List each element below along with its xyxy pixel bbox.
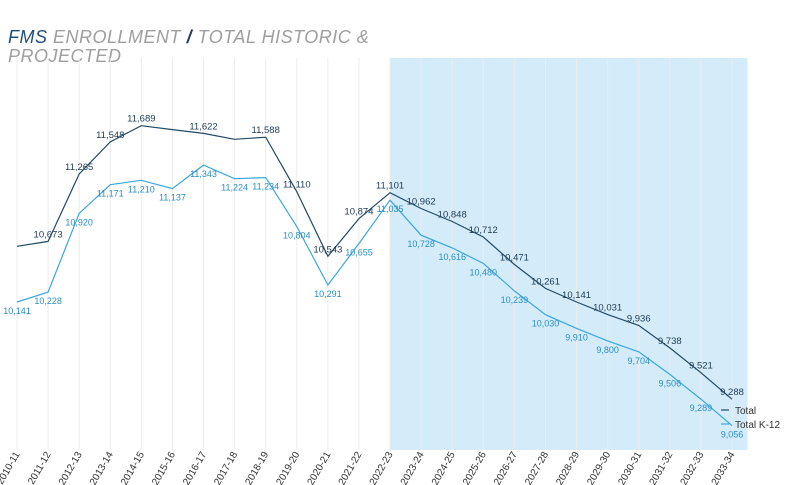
data-label-k12: 10,920 bbox=[65, 217, 93, 227]
series-line-total bbox=[16, 125, 733, 400]
x-tick-label: 2028-29 bbox=[554, 450, 582, 485]
legend-label-k12: Total K-12 bbox=[735, 420, 780, 431]
data-label-k12: 11,343 bbox=[190, 169, 217, 179]
x-tick-label: 2019-20 bbox=[275, 450, 303, 485]
data-label-k12: 10,239 bbox=[501, 295, 529, 305]
x-tick-label: 2010-11 bbox=[0, 450, 23, 485]
data-label-k12: 10,480 bbox=[470, 267, 498, 277]
data-label-k12: 9,800 bbox=[596, 345, 619, 355]
data-label-total: 10,712 bbox=[469, 225, 498, 236]
data-label-total: 10,031 bbox=[593, 303, 622, 314]
data-label-k12: 10,728 bbox=[407, 239, 435, 249]
x-tick-label: 2012-13 bbox=[57, 450, 85, 485]
data-label-total: 11,588 bbox=[252, 125, 280, 136]
data-label-k12: 11,137 bbox=[159, 193, 186, 203]
data-label-k12: 10,228 bbox=[34, 296, 62, 306]
data-label-total: 9,521 bbox=[689, 361, 713, 372]
x-tick-label: 2024-25 bbox=[430, 450, 458, 485]
legend-label-total: Total bbox=[735, 406, 756, 417]
x-tick-label: 2026-27 bbox=[492, 450, 520, 485]
data-label-k12: 10,030 bbox=[532, 319, 560, 329]
x-tick-label: 2015-16 bbox=[150, 450, 178, 485]
data-label-k12: 11,210 bbox=[128, 184, 155, 194]
data-label-total: 10,543 bbox=[313, 244, 342, 255]
x-tick-label: 2011-12 bbox=[26, 450, 54, 485]
data-label-k12: 10,655 bbox=[345, 247, 373, 257]
data-label-k12: 9,704 bbox=[627, 356, 650, 366]
x-tick-label: 2023-24 bbox=[399, 450, 427, 485]
data-label-total: 10,848 bbox=[438, 210, 467, 221]
data-label-total: 11,548 bbox=[96, 130, 124, 141]
x-tick-label: 2031-32 bbox=[648, 450, 676, 485]
data-label-k12: 11,234 bbox=[252, 182, 279, 192]
x-tick-label: 2029-30 bbox=[585, 450, 613, 485]
data-label-k12: 10,804 bbox=[283, 231, 311, 241]
x-tick-label: 2017-18 bbox=[212, 450, 240, 485]
projected-band bbox=[390, 58, 748, 450]
data-label-k12: 9,506 bbox=[659, 378, 682, 388]
data-label-k12: 9,289 bbox=[690, 403, 713, 413]
data-label-k12: 11,224 bbox=[221, 183, 248, 193]
data-label-total: 9,738 bbox=[658, 336, 682, 347]
data-label-total: 10,673 bbox=[34, 229, 63, 240]
data-label-k12: 11,035 bbox=[377, 204, 404, 214]
data-label-k12: 9,910 bbox=[565, 332, 588, 342]
data-label-total: 10,141 bbox=[562, 290, 591, 301]
x-tick-label: 2014-15 bbox=[119, 450, 147, 485]
x-tick-label: 2013-14 bbox=[88, 450, 116, 485]
x-tick-label: 2025-26 bbox=[461, 450, 489, 485]
data-label-k12: 11,171 bbox=[97, 189, 124, 199]
x-tick-label: 2032-33 bbox=[679, 450, 707, 485]
x-tick-label: 2021-22 bbox=[337, 450, 365, 485]
series-line-k12 bbox=[16, 164, 733, 427]
x-tick-label: 2030-31 bbox=[616, 450, 644, 485]
data-label-total: 10,962 bbox=[407, 197, 436, 208]
x-tick-label: 2016-17 bbox=[181, 450, 209, 485]
data-label-total: 9,288 bbox=[720, 387, 744, 398]
data-label-total: 11,622 bbox=[189, 121, 217, 132]
x-tick-label: 2020-21 bbox=[306, 450, 334, 485]
data-label-k12: 9,056 bbox=[721, 430, 744, 440]
title-separator: / bbox=[186, 27, 193, 47]
data-label-total: 11,689 bbox=[127, 114, 155, 125]
data-label-total: 10,261 bbox=[531, 276, 560, 287]
gridlines bbox=[16, 58, 733, 450]
data-label-total: 11,110 bbox=[283, 180, 311, 191]
x-tick-label: 2027-28 bbox=[523, 450, 551, 485]
data-label-total: 10,874 bbox=[344, 207, 373, 218]
chart-title: FMS ENROLLMENT / TOTAL HISTORIC & PROJEC… bbox=[8, 28, 428, 66]
data-label-total: 10,471 bbox=[500, 252, 529, 263]
data-label-k12: 10,616 bbox=[438, 252, 466, 262]
title-part1: ENROLLMENT bbox=[53, 27, 182, 47]
x-tick-label: 2018-19 bbox=[243, 450, 271, 485]
data-label-k12: 10,141 bbox=[3, 306, 31, 316]
data-label-k12: 10,291 bbox=[314, 289, 342, 299]
data-label-total: 11,101 bbox=[376, 181, 404, 192]
title-part2: TOTAL HISTORIC & PROJECTED bbox=[8, 27, 370, 66]
x-axis-ticks: 2010-11 2011-12 2012-13 2013-14 2014-15 2015-… bbox=[0, 450, 738, 485]
x-tick-label: 2033-34 bbox=[710, 450, 738, 485]
data-label-total: 11,265 bbox=[65, 162, 93, 173]
title-accent: FMS bbox=[8, 27, 48, 47]
x-tick-label: 2022-23 bbox=[368, 450, 396, 485]
data-label-total: 9,936 bbox=[627, 313, 651, 324]
legend: Total Total K-12 bbox=[721, 406, 780, 431]
